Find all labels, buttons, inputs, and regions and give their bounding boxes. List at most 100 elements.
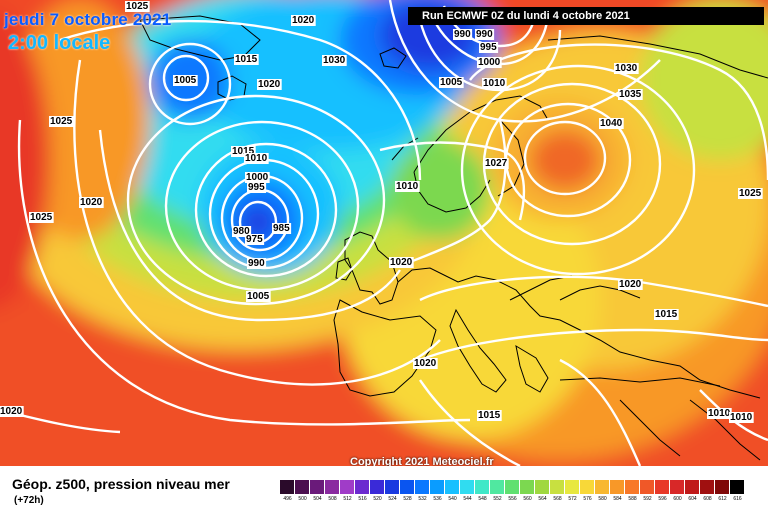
isobar-label: 995 — [248, 182, 265, 193]
isobar-label: 1030 — [323, 55, 346, 66]
isobar-label-bg — [234, 54, 259, 65]
map-svg: 1025 1020 1005 1015 1020 1030 1025 1025 … — [0, 0, 768, 466]
isobar-label: 1020 — [390, 257, 413, 268]
color-swatch — [310, 480, 325, 494]
color-swatch — [340, 480, 355, 494]
isobar-label-bg — [475, 29, 495, 40]
weather-map: 1025 1020 1005 1015 1020 1030 1025 1025 … — [0, 0, 768, 466]
isobar-label: 1025 — [50, 116, 73, 127]
isobar-label: 995 — [480, 42, 497, 53]
isobar-label: 1020 — [0, 406, 23, 417]
isobar-label: 1020 — [292, 15, 315, 26]
isobar-label-bg — [322, 55, 347, 66]
scale-label: 564 — [538, 496, 547, 502]
isobar-label: 980 — [233, 226, 250, 237]
isobar-label-bg — [0, 406, 24, 417]
isobar-label: 1030 — [615, 63, 638, 74]
isobar-label: 1020 — [80, 197, 103, 208]
isobar-label-bg — [257, 79, 282, 90]
scale-label: 612 — [718, 496, 727, 502]
isobar-label-bg — [125, 1, 150, 12]
isobar-label-bg — [247, 258, 267, 269]
isobar-label-bg — [291, 15, 316, 26]
isobar-label-bg — [247, 182, 267, 193]
isobar-label: 1040 — [600, 118, 623, 129]
color-swatch — [730, 480, 745, 494]
copyright: Copyright 2021 Meteociel.fr — [350, 456, 494, 466]
color-swatch — [280, 480, 295, 494]
scale-label: 560 — [523, 496, 532, 502]
isobar-label: 1020 — [619, 279, 642, 290]
scale-label: 576 — [583, 496, 592, 502]
isobar-label: 1000 — [478, 57, 501, 68]
color-swatch — [535, 480, 550, 494]
isobar-label: 1020 — [414, 358, 437, 369]
color-swatch — [655, 480, 670, 494]
isobar-label-bg — [654, 309, 679, 320]
color-swatch — [520, 480, 535, 494]
isobar-label: 1015 — [655, 309, 678, 320]
color-swatch — [640, 480, 655, 494]
isobar-label-bg — [244, 153, 269, 164]
color-swatch — [670, 480, 685, 494]
isobar-label-bg — [232, 226, 252, 237]
isobar-label: 1020 — [258, 79, 281, 90]
isobar-label-bg — [707, 408, 732, 419]
isobar-label: 1005 — [174, 75, 197, 86]
scale-label: 588 — [628, 496, 637, 502]
scale-label: 496 — [283, 496, 292, 502]
geopotential-field — [0, 0, 768, 466]
color-swatch — [415, 480, 430, 494]
color-swatch — [565, 480, 580, 494]
color-swatch — [430, 480, 445, 494]
isobar-label-bg — [272, 223, 292, 234]
isobar-label-bg — [484, 158, 509, 169]
isobar-label: 1000 — [246, 172, 269, 183]
isobar-label: 1005 — [440, 77, 463, 88]
scale-label: 508 — [328, 496, 337, 502]
isobar-label: 1025 — [30, 212, 53, 223]
isobar-label-bg — [389, 257, 414, 268]
isobar-label-bg — [173, 75, 198, 86]
isobar-label: 1010 — [708, 408, 731, 419]
isobar-label: 1010 — [245, 153, 268, 164]
isobar-label: 1010 — [396, 181, 419, 192]
color-swatch — [490, 480, 505, 494]
isobar-label-bg — [618, 89, 643, 100]
color-swatch — [475, 480, 490, 494]
isobar-label-bg — [453, 29, 473, 40]
isobar-label: 1005 — [247, 291, 270, 302]
scale-label: 516 — [358, 496, 367, 502]
isobar-label-bg — [79, 197, 104, 208]
scale-label: 572 — [568, 496, 577, 502]
color-swatch — [610, 480, 625, 494]
isobar-label-bg — [439, 77, 464, 88]
scale-label: 552 — [493, 496, 502, 502]
color-swatch — [625, 480, 640, 494]
isobar-label: 1010 — [483, 78, 506, 89]
isobar-label: 990 — [476, 29, 493, 40]
scale-label: 600 — [673, 496, 682, 502]
isobar-label-bg — [477, 57, 502, 68]
scale-label: 544 — [463, 496, 472, 502]
isobar-label-bg — [29, 212, 54, 223]
isobar-labels: 1025 1020 1005 1015 1020 1030 1025 1025 … — [0, 1, 763, 423]
color-scale: 496 500 504 508 512 516 520 524 528 532 536 540 544 5… — [280, 480, 750, 506]
color-swatch — [685, 480, 700, 494]
forecast-hour: (+72h) — [14, 495, 44, 506]
scale-label: 568 — [553, 496, 562, 502]
color-swatch — [370, 480, 385, 494]
scale-label: 592 — [643, 496, 652, 502]
isobar-label-bg — [729, 412, 754, 423]
isobar-label-bg — [599, 118, 624, 129]
legend-title: Géop. z500, pression niveau mer — [12, 476, 230, 492]
color-swatch — [700, 480, 715, 494]
isobar-label-bg — [231, 146, 256, 157]
isobar-label-bg — [479, 42, 499, 53]
scale-label: 596 — [658, 496, 667, 502]
isobar-label: 1010 — [730, 412, 753, 423]
color-swatch — [445, 480, 460, 494]
scale-label: 512 — [343, 496, 352, 502]
scale-label: 608 — [703, 496, 712, 502]
run-info: Run ECMWF 0Z du lundi 4 octobre 2021 — [408, 7, 764, 25]
